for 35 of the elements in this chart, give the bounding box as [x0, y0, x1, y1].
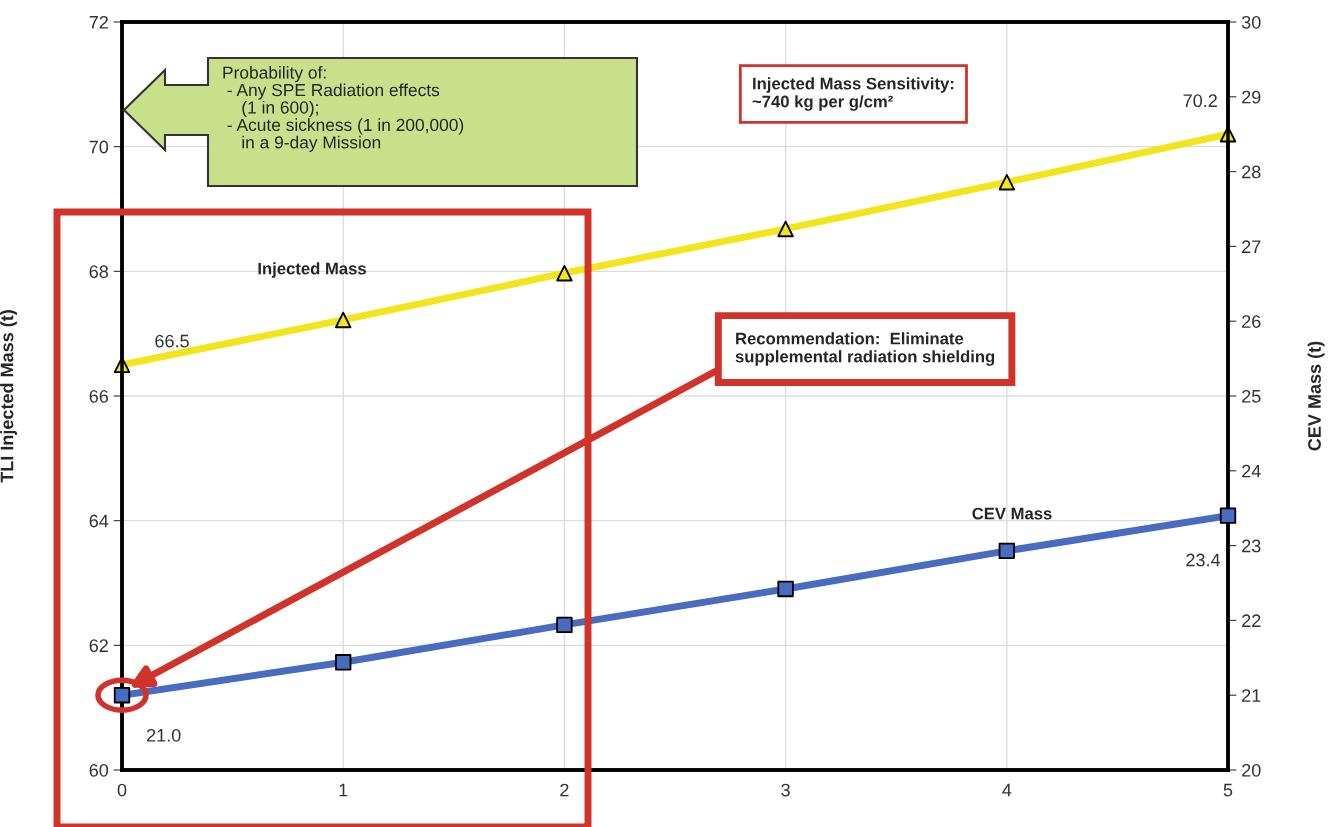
- x-tick-label: 2: [560, 783, 569, 797]
- y-tick-label: 70: [89, 140, 109, 154]
- data-label: 21.0: [147, 728, 181, 742]
- annotation: Probability of: - Any SPE Radiation effects (1 in 600); - Acute sickness (1 in 200,000) in a 9-day Mission: [223, 66, 464, 152]
- x-tick-label: 0: [117, 783, 127, 797]
- y2-axis-title: CEV Mass (t): [1307, 341, 1325, 451]
- y2-tick-label: 20: [1242, 763, 1261, 777]
- x-tick-label: 1: [339, 783, 348, 797]
- y2-tick-label: 24: [1242, 464, 1261, 478]
- y2-tick-label: 22: [1242, 614, 1261, 627]
- x-tick-label: 5: [1223, 783, 1233, 797]
- y2-tick-label: 23: [1242, 539, 1261, 553]
- y-tick-label: 72: [89, 15, 108, 29]
- y-tick-label: 66: [89, 389, 109, 403]
- y2-tick-label: 27: [1242, 240, 1261, 253]
- data-label: 23.4: [1186, 553, 1221, 567]
- annotation: Injected Mass Sensitivity: ~740 kg per g/cm²: [752, 77, 954, 111]
- y-axis-title: TLI Injected Mass (t): [0, 310, 17, 483]
- y-tick-label: 62: [89, 639, 108, 653]
- y2-tick-label: 29: [1242, 90, 1261, 104]
- x-tick-label: 3: [781, 783, 790, 797]
- text: Injected Mass: [258, 262, 366, 278]
- y2-tick-label: 21: [1242, 689, 1261, 702]
- annotation: Recommendation: Eliminate supplemental radiation shielding: [735, 332, 995, 366]
- y2-tick-label: 26: [1242, 315, 1261, 328]
- y2-tick-label: 30: [1241, 15, 1261, 29]
- x-tick-label: 4: [1002, 783, 1012, 797]
- data-label: 66.5: [155, 334, 189, 348]
- y-tick-label: 60: [89, 763, 109, 777]
- data-label: 70.2: [1183, 94, 1217, 108]
- y-tick-label: 64: [89, 514, 109, 528]
- y-tick-label: 68: [89, 265, 109, 279]
- series-label: CEV Mass: [972, 507, 1052, 520]
- y2-tick-label: 25: [1242, 389, 1261, 403]
- y2-tick-label: 28: [1242, 165, 1261, 179]
